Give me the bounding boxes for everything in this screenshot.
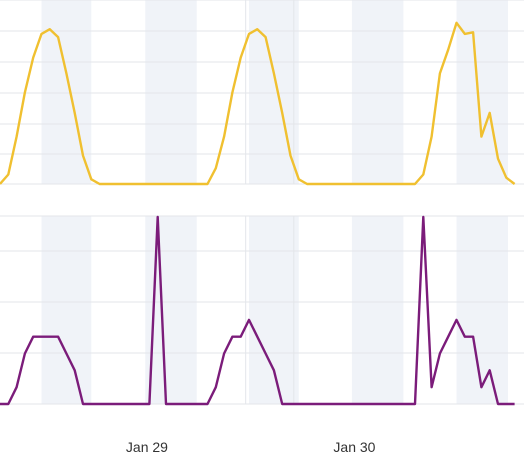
bottom-chart-bands (41, 216, 508, 404)
top-chart (0, 0, 524, 186)
shaded-band (41, 216, 92, 404)
shaded-band (249, 216, 299, 404)
top-chart-grid (0, 0, 524, 185)
shaded-band (456, 216, 508, 404)
bottom-chart (0, 215, 524, 406)
x-axis: Jan 29 Jan 30 (126, 439, 376, 455)
shaded-band (351, 216, 404, 404)
shaded-band (145, 0, 197, 184)
shaded-band (456, 0, 508, 184)
x-tick-label: Jan 29 (126, 439, 168, 455)
x-tick-label: Jan 30 (333, 439, 375, 455)
bottom-chart-series-line (0, 215, 515, 406)
bottom-chart-grid (0, 215, 524, 405)
top-chart-series-line (0, 21, 516, 186)
shaded-band (351, 0, 404, 184)
